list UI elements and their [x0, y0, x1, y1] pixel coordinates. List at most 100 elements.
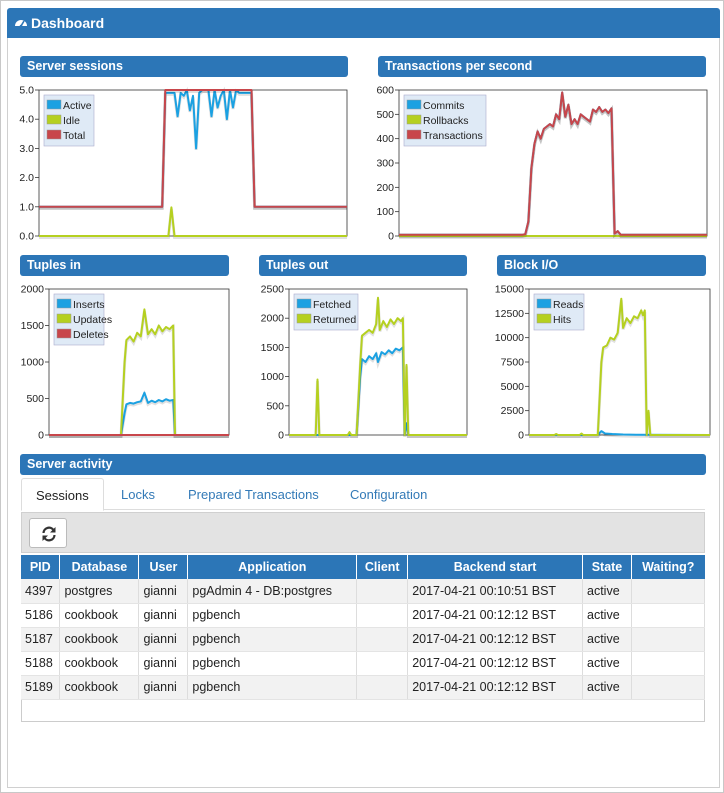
y-tick-label: 1500	[261, 342, 285, 354]
legend-label-reads: Reads	[553, 299, 583, 311]
y-tick-label: 3.0	[19, 143, 34, 155]
legend-label-inserts: Inserts	[73, 299, 105, 311]
y-tick-label: 4.0	[19, 114, 34, 126]
legend-label-idle: Idle	[63, 115, 80, 127]
cell-waiting	[631, 675, 706, 700]
table-row[interactable]: 5189 cookbook gianni pgbench 2017-04-21 …	[21, 675, 706, 700]
cell-waiting	[631, 603, 706, 628]
tuples-out-title: Tuples out	[266, 258, 329, 272]
cell-database: cookbook	[59, 651, 140, 676]
legend-label-rollbacks: Rollbacks	[423, 115, 469, 127]
cell-backend-start: 2017-04-21 00:12:12 BST	[407, 675, 583, 700]
cell-user: gianni	[138, 675, 189, 700]
cell-application: pgbench	[187, 603, 358, 628]
cell-user: gianni	[138, 627, 189, 652]
y-tick-label: 300	[376, 158, 394, 170]
transactions-per-second-chart: 0 100 200 300 400 500 600 Commits Rollbacks Trans…	[376, 85, 708, 243]
server-activity-title: Server activity	[27, 457, 113, 471]
y-tick-label: 2500	[261, 284, 285, 296]
cell-database: cookbook	[59, 603, 140, 628]
y-tick-label: 10000	[495, 332, 524, 344]
cell-client	[356, 675, 409, 700]
y-tick-label: 0	[278, 430, 284, 442]
server-sessions-header: Server sessions	[20, 56, 348, 77]
legend-swatch-rollbacks	[406, 114, 422, 125]
cell-state: active	[582, 579, 632, 604]
cell-pid: 5188	[21, 651, 61, 676]
cell-pid: 5187	[21, 627, 61, 652]
table-row[interactable]: 4397 postgres gianni pgAdmin 4 - DB:post…	[21, 579, 706, 604]
y-tick-label: 0	[388, 231, 394, 243]
transactions-per-second-header: Transactions per second	[378, 56, 706, 77]
cell-application: pgbench	[187, 675, 358, 700]
dashboard-icon	[15, 20, 27, 28]
legend-swatch-reads	[536, 298, 552, 309]
server-activity-header: Server activity	[20, 454, 706, 475]
legend-swatch-hits	[536, 313, 552, 324]
table-header-row: PID Database User Application Client Bac…	[21, 555, 705, 579]
table-row[interactable]: 5187 cookbook gianni pgbench 2017-04-21 …	[21, 627, 706, 652]
legend-label-fetched: Fetched	[313, 299, 351, 311]
block-io-header: Block I/O	[497, 255, 706, 276]
legend-label-hits: Hits	[553, 314, 571, 326]
tab-configuration[interactable]: Configuration	[350, 487, 428, 502]
column-header-user[interactable]: User	[138, 555, 189, 579]
series-line-returned	[289, 296, 467, 436]
block-io-title: Block I/O	[504, 258, 559, 272]
column-header-client[interactable]: Client	[356, 555, 409, 579]
cell-waiting	[631, 651, 706, 676]
server-sessions-title: Server sessions	[27, 59, 123, 73]
column-header-application[interactable]: Application	[187, 555, 358, 579]
y-tick-label: 0	[38, 430, 44, 442]
table-row[interactable]: 5188 cookbook gianni pgbench 2017-04-21 …	[21, 651, 706, 676]
dashboard-title: Dashboard	[31, 15, 105, 31]
tuples-in-chart: 0 500 1000 1500 2000 Inserts Updates Deletes	[21, 284, 230, 442]
series-shadow	[529, 430, 711, 438]
y-tick-label: 2500	[501, 405, 525, 417]
tab-sessions[interactable]: Sessions	[21, 478, 104, 511]
column-header-backend-start[interactable]: Backend start	[407, 555, 583, 579]
column-header-pid[interactable]: PID	[21, 555, 61, 579]
cell-client	[356, 627, 409, 652]
cell-client	[356, 579, 409, 604]
tab-locks[interactable]: Locks	[121, 487, 155, 502]
block-io-chart: 0 2500 5000 7500 10000 12500 15000 Reads Hits	[495, 284, 711, 442]
legend-swatch-active	[46, 99, 62, 110]
y-tick-label: 5.0	[19, 85, 34, 97]
tab-prepared-transactions[interactable]: Prepared Transactions	[188, 487, 319, 502]
y-tick-label: 15000	[495, 284, 524, 296]
legend-label-active: Active	[63, 100, 92, 112]
y-tick-label: 2000	[21, 284, 45, 296]
server-sessions-chart: 0.0 1.0 2.0 3.0 4.0 5.0 Active Idle Total	[19, 85, 348, 243]
cell-application: pgbench	[187, 651, 358, 676]
y-tick-label: 7500	[501, 357, 525, 369]
y-tick-label: 500	[376, 109, 394, 121]
transactions-per-second-title: Transactions per second	[385, 59, 533, 73]
table-row[interactable]: 5186 cookbook gianni pgbench 2017-04-21 …	[21, 603, 706, 628]
cell-user: gianni	[138, 579, 189, 604]
y-tick-label: 500	[266, 400, 284, 412]
cell-backend-start: 2017-04-21 00:10:51 BST	[407, 579, 583, 604]
series-line-idle	[39, 206, 347, 237]
dashboard-titlebar: Dashboard	[7, 8, 720, 38]
column-header-waiting[interactable]: Waiting?	[631, 555, 705, 579]
legend-swatch-deletes	[56, 328, 72, 339]
series-line-total	[39, 89, 347, 208]
column-header-database[interactable]: Database	[59, 555, 140, 579]
y-tick-label: 200	[376, 182, 394, 194]
cell-user: gianni	[138, 651, 189, 676]
y-tick-label: 1000	[261, 371, 285, 383]
cell-waiting	[631, 627, 706, 652]
refresh-icon	[42, 526, 56, 542]
series-line-transactions	[399, 91, 707, 236]
cell-state: active	[582, 603, 632, 628]
legend-swatch-idle	[46, 114, 62, 125]
cell-database: cookbook	[59, 627, 140, 652]
legend-label-deletes: Deletes	[73, 329, 109, 341]
column-header-state[interactable]: State	[582, 555, 632, 579]
cell-pid: 4397	[21, 579, 61, 604]
tuples-in-header: Tuples in	[20, 255, 229, 276]
cell-pid: 5186	[21, 603, 61, 628]
refresh-button[interactable]	[29, 518, 67, 548]
